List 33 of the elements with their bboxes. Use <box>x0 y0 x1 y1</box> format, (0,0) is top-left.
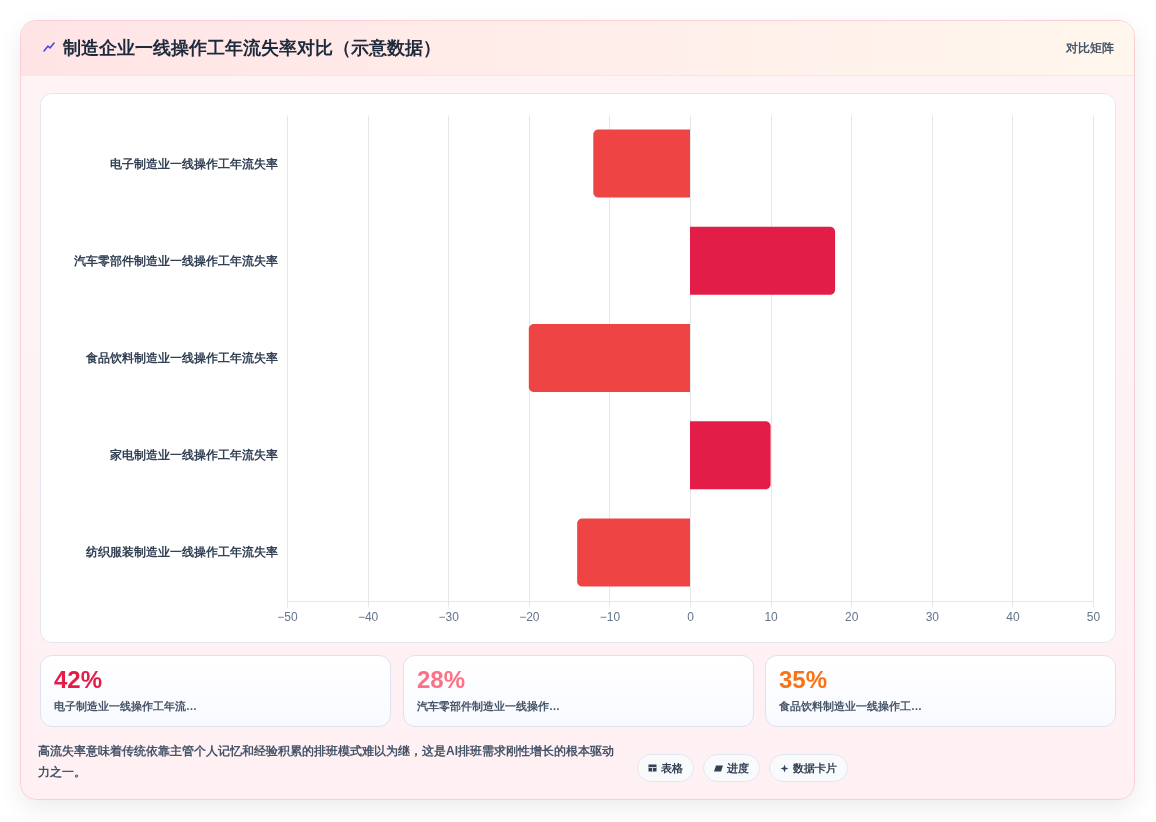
x-tick-label: 50 <box>1086 609 1101 624</box>
x-tick-label: −50 <box>277 609 298 624</box>
x-tick-label: 0 <box>687 609 695 624</box>
bar <box>690 226 836 295</box>
x-tick-label: −30 <box>438 609 460 624</box>
text: 数据卡片 <box>793 760 837 776</box>
text: 表格 <box>661 760 683 776</box>
text: 高流失率意味着传统依靠主管个人记忆和经验积累的排班模式难以为继，这是AI排班需求刚性增长的根本驱动力之一。 <box>38 743 615 781</box>
bar <box>593 129 690 198</box>
y-tick-label: 汽车零部件制造业一线操作工年流失率 <box>72 253 278 268</box>
x-tick-label: −20 <box>519 609 540 624</box>
text: 35% <box>779 666 829 694</box>
x-tick-label: 20 <box>845 609 859 624</box>
x-tick-label: −40 <box>357 609 379 624</box>
chart-title: 制造企业一线操作工年流失率对比（示意数据） <box>63 37 441 60</box>
bar <box>577 518 690 587</box>
x-tick-label: 10 <box>764 609 779 624</box>
x-tick-label: −10 <box>599 609 621 624</box>
x-tick-label: 30 <box>925 609 940 624</box>
bar <box>528 323 690 393</box>
text: 进度 <box>727 760 749 776</box>
y-tick-label: 食品饮料制造业一线操作工年流失率 <box>84 351 278 365</box>
y-tick-label: 纺织服装制造业一线操作工年流失率 <box>84 545 278 560</box>
y-tick-label: 电子制造业一线操作工年流失率 <box>109 156 278 171</box>
text: 对比矩阵 <box>1066 39 1114 57</box>
text: 42% <box>54 666 104 694</box>
text: 汽车零部件制造业一线操作… <box>417 699 561 713</box>
x-tick-label: 40 <box>1006 609 1020 624</box>
text: 28% <box>417 666 467 694</box>
bar <box>690 421 771 490</box>
y-tick-label: 家电制造业一线操作工年流失率 <box>108 448 278 463</box>
text: 电子制造业一线操作工年流… <box>54 699 198 713</box>
text: 食品饮料制造业一线操作工… <box>779 699 923 713</box>
